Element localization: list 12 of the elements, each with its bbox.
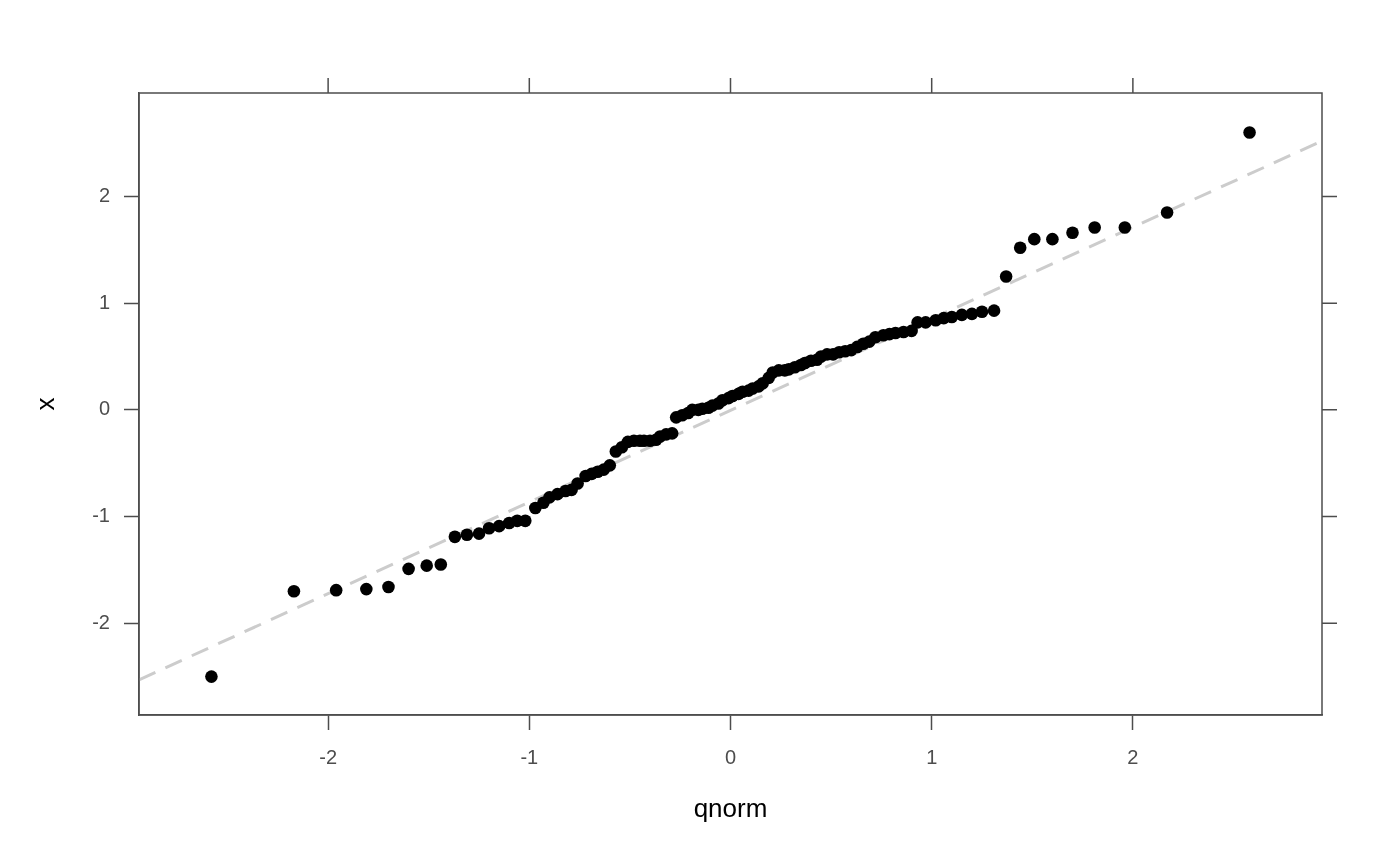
x-tick-label: 1	[926, 745, 938, 768]
y-axis-title: x	[29, 397, 60, 411]
y-tick-label: 1	[98, 290, 110, 313]
x-tick-label: -2	[319, 745, 338, 768]
y-tick-label: -1	[92, 504, 110, 527]
x-axis-title: qnorm	[693, 792, 768, 823]
y-tick-label: 0	[98, 397, 110, 420]
y-tick-label: 2	[98, 184, 110, 206]
y-tick-label: -2	[92, 610, 110, 633]
x-tick-label: 0	[724, 745, 737, 768]
x-tick-label: -1	[520, 745, 539, 768]
x-tick-label: 2	[1127, 745, 1139, 768]
